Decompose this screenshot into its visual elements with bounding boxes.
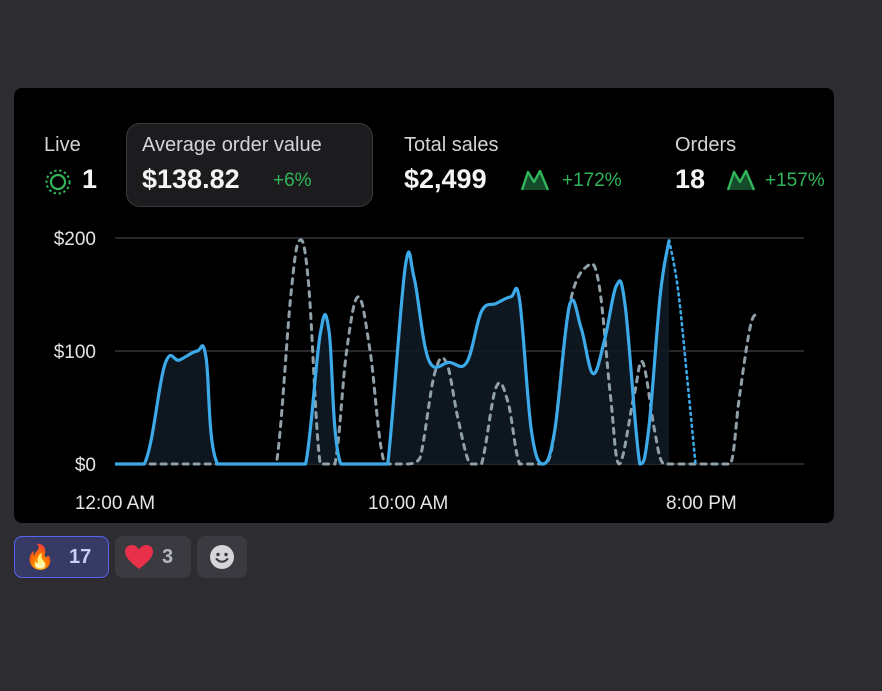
x-tick-label: 12:00 AM (75, 493, 155, 514)
live-count: 1 (82, 164, 98, 194)
comparison-series-line (148, 238, 762, 466)
current-series-line (115, 240, 671, 466)
orders-change: +157% (765, 170, 825, 191)
y-tick-label: $0 (75, 455, 96, 476)
reaction-fire-count: 17 (69, 545, 92, 568)
total-sales-change: +172% (562, 170, 622, 191)
sales-line-chart: $0 $100 $200 12:00 AM 10:00 AM 8:00 PM (54, 229, 804, 514)
total-sales-sparkline-icon (520, 169, 550, 191)
orders-label: Orders (675, 134, 737, 156)
average-order-value: $138.82 (142, 164, 240, 194)
x-tick-label: 8:00 PM (666, 493, 737, 514)
heart-icon (125, 545, 153, 569)
reaction-heart-count: 3 (162, 545, 174, 568)
analytics-embed-card: $0 $100 $200 12:00 AM 10:00 AM 8:00 PM Live 1… (14, 88, 834, 523)
live-pulse-icon (45, 169, 71, 195)
total-sales-label: Total sales (404, 134, 499, 156)
orders-sparkline-icon (726, 169, 756, 191)
fire-icon: 🔥 (25, 543, 55, 571)
live-label: Live (44, 134, 81, 156)
total-sales-value: $2,499 (404, 164, 487, 194)
reaction-fire[interactable]: 🔥 17 (14, 536, 109, 578)
reaction-heart[interactable]: 3 (115, 536, 191, 578)
orders-value: 18 (675, 164, 706, 194)
add-reaction-icon (210, 545, 234, 569)
average-order-value-card[interactable] (126, 123, 373, 207)
average-order-value-change: +6% (273, 170, 312, 191)
current-series-projection-line (667, 239, 697, 466)
average-order-value-label: Average order value (142, 134, 322, 156)
y-tick-label: $200 (54, 229, 96, 250)
x-tick-label: 10:00 AM (368, 493, 448, 514)
add-reaction-button[interactable] (197, 536, 247, 578)
y-tick-label: $100 (54, 342, 96, 363)
